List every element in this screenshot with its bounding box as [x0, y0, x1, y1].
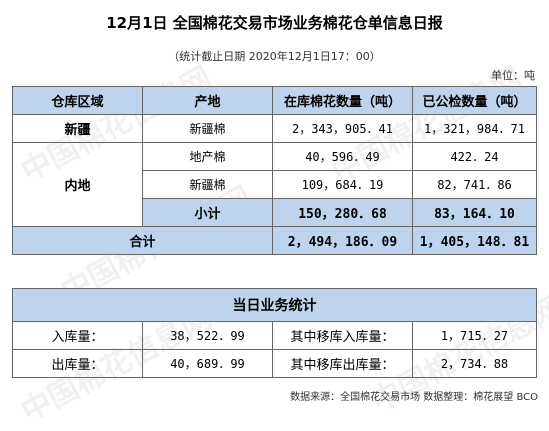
region-neidi: 内地	[12, 142, 143, 227]
inbound-value: 38，522．99	[142, 321, 273, 350]
origin-cell: 新疆棉	[142, 170, 273, 199]
inspected-cell: 422．24	[412, 142, 537, 171]
origin-cell: 新疆棉	[142, 114, 273, 143]
table-row: 新疆棉 109，684．19 82，741．86	[13, 170, 537, 199]
transfer-in-value: 1，715．27	[412, 321, 537, 350]
daily-title: 当日业务统计	[12, 288, 537, 322]
origin-cell: 地产棉	[142, 142, 273, 171]
report-cutoff-date: （统计截止日期 2020年12月1日17：00）	[168, 50, 381, 63]
page-title: 12月1日 全国棉花交易市场业务棉花仓单信息日报	[106, 14, 443, 32]
subtotal-label: 小计	[142, 198, 273, 227]
warehouse-receipt-table: 仓库区域 产地 在库棉花数量（吨） 已公检数量（吨） 新疆 新疆棉 2，343，…	[12, 86, 537, 255]
data-source-footer: 数据来源：全国棉花交易市场 数据整理：棉花展望 BCO	[290, 392, 538, 403]
transfer-in-label: 其中移库入库量：	[272, 321, 413, 350]
table-header-row: 仓库区域 产地 在库棉花数量（吨） 已公检数量（吨）	[12, 86, 537, 115]
total-in-stock: 2，494，186．09	[272, 226, 413, 255]
in-stock-cell: 109，684．19	[272, 170, 413, 199]
unit-label: 单位：吨	[491, 69, 535, 82]
outbound-label: 出库量：	[12, 349, 143, 378]
subtotal-inspected: 83，164．10	[412, 198, 537, 227]
header-inspected: 已公检数量（吨）	[412, 86, 537, 115]
inspected-cell: 82，741．86	[412, 170, 537, 199]
total-row: 合计 2，494，186．09 1，405，148．81	[12, 226, 537, 255]
subtotal-in-stock: 150，280．68	[272, 198, 413, 227]
header-in-stock: 在库棉花数量（吨）	[272, 86, 413, 115]
inbound-label: 入库量：	[12, 321, 143, 350]
daily-business-table: 当日业务统计 入库量： 38，522．99 其中移库入库量： 1，715．27 …	[12, 288, 537, 378]
table-row: 入库量： 38，522．99 其中移库入库量： 1，715．27	[12, 321, 537, 350]
inspected-cell: 1，321，984．71	[412, 114, 537, 143]
transfer-out-label: 其中移库出库量：	[272, 349, 413, 378]
transfer-out-value: 2，734．88	[412, 349, 537, 378]
total-inspected: 1，405，148．81	[412, 226, 537, 255]
total-label: 合计	[12, 226, 273, 255]
outbound-value: 40，689．99	[142, 349, 273, 378]
table-row: 出库量： 40，689．99 其中移库出库量： 2，734．88	[12, 349, 537, 378]
header-origin: 产地	[142, 86, 273, 115]
in-stock-cell: 40，596．49	[272, 142, 413, 171]
table-row: 新疆 新疆棉 2，343，905．41 1，321，984．71	[12, 114, 537, 143]
table-row: 内地 地产棉 40，596．49 422．24	[12, 142, 537, 227]
table-header-row: 当日业务统计	[12, 288, 537, 322]
header-region: 仓库区域	[12, 86, 143, 115]
region-xinjiang: 新疆	[12, 114, 143, 143]
in-stock-cell: 2，343，905．41	[272, 114, 413, 143]
